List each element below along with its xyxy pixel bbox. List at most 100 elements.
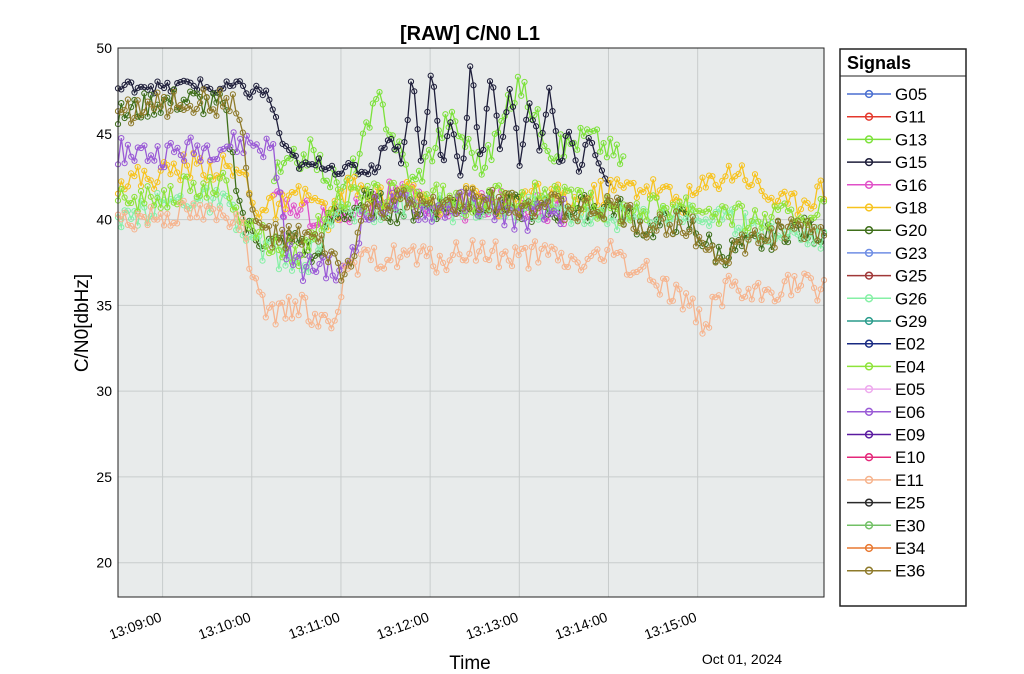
data-point [581,263,588,270]
data-point [465,135,472,143]
data-point [236,116,243,124]
data-point [692,243,700,250]
data-point [361,246,368,253]
data-point [482,256,489,263]
data-point [167,100,174,107]
data-point [430,83,438,90]
data-point [290,262,297,269]
data-point [472,164,479,171]
data-point [226,201,233,208]
data-point [640,188,647,196]
data-point [380,265,388,272]
data-point [738,295,746,302]
data-point [548,191,555,198]
data-point [177,152,184,159]
data-point [719,203,726,210]
data-point [311,194,319,202]
legend-label: G25 [895,267,927,286]
data-point [141,90,148,97]
data-point [131,96,138,104]
data-point [397,254,404,261]
data-point [544,147,551,155]
legend-label: E10 [895,448,925,467]
data-point [233,210,240,218]
data-point [348,209,355,216]
data-point [266,96,273,103]
data-point [479,239,486,246]
data-point [791,190,798,197]
series-E36 [114,86,828,284]
data-point [366,124,373,131]
data-point [748,296,755,303]
data-point [650,234,657,241]
data-point [784,207,792,215]
data-point [459,205,466,212]
legend-label: E02 [895,335,925,354]
data-point [121,81,128,89]
data-point [124,221,132,228]
data-point [321,311,328,319]
data-point [187,79,194,86]
data-point [345,160,352,167]
data-point [719,303,726,310]
data-point [141,142,148,149]
data-point [292,152,299,159]
data-point [496,146,503,153]
data-point [249,88,257,95]
data-point [771,203,778,210]
data-point [660,184,667,191]
data-point [203,194,210,201]
data-point [689,295,696,302]
data-point [575,168,583,175]
data-point [137,188,145,195]
data-point [197,197,204,204]
data-point [229,149,236,156]
data-point [154,78,161,85]
data-point [273,174,280,181]
data-point [491,217,498,224]
data-point [320,204,327,211]
data-point [469,237,476,244]
data-point [778,291,785,298]
data-point [788,190,795,197]
data-point [240,82,247,90]
data-point [187,187,194,194]
data-point [223,177,230,184]
data-point [335,170,342,177]
data-point [397,196,404,203]
data-point [233,226,240,234]
data-point [521,78,528,86]
data-point [288,315,296,322]
data-point [137,213,145,220]
x-tick-label: 13:10:00 [196,609,253,643]
data-point [250,142,257,149]
data-point [223,215,230,222]
data-point [331,200,338,207]
data-point [765,224,772,231]
data-point [371,169,378,176]
data-point [197,192,204,199]
data-point [124,96,132,103]
data-point [118,135,125,142]
data-point [522,188,529,195]
data-point [797,214,805,221]
data-point [804,241,811,248]
data-point [295,222,302,229]
data-point [559,157,566,164]
data-point [587,210,595,217]
legend-item-E25: E25 [847,494,925,513]
legend-item-E36: E36 [847,562,925,581]
data-point [503,109,510,116]
data-point [768,194,775,201]
data-point [390,179,397,186]
legend-marker-icon [864,157,874,167]
data-point [794,286,801,294]
data-point [778,190,785,197]
data-point [725,259,732,267]
data-point [797,282,805,289]
data-point [771,236,778,243]
data-point [351,253,358,260]
data-point [656,291,663,298]
data-point [617,218,624,225]
data-point [134,163,141,171]
